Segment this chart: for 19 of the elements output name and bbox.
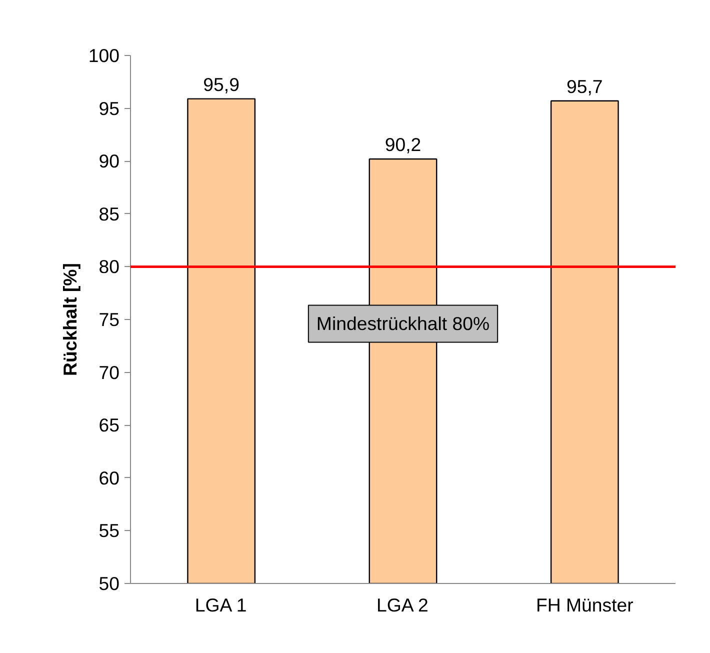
x-tick-label: FH Münster — [536, 594, 634, 616]
y-tick-label: 65 — [98, 414, 120, 436]
y-tick-label: 55 — [98, 520, 120, 542]
y-axis-title: Rückhalt [%] — [59, 262, 80, 376]
y-tick-label: 60 — [98, 467, 120, 488]
data-label: 90,2 — [384, 134, 422, 155]
data-label: 95,7 — [566, 76, 603, 97]
y-tick-label: 100 — [88, 45, 120, 66]
y-tick-label: 50 — [98, 573, 120, 594]
x-tick-label: LGA 1 — [194, 594, 247, 616]
y-tick-label: 70 — [98, 362, 120, 383]
ref-line-label: Mindestrückhalt 80% — [316, 313, 490, 334]
x-tick-label: LGA 2 — [376, 594, 428, 616]
y-tick-label: 80 — [98, 256, 120, 278]
data-label: 95,9 — [203, 74, 240, 95]
y-tick-label: 90 — [98, 150, 120, 172]
y-tick-label: 95 — [98, 98, 120, 119]
y-tick-label: 75 — [98, 309, 120, 330]
y-tick-label: 85 — [98, 203, 120, 224]
